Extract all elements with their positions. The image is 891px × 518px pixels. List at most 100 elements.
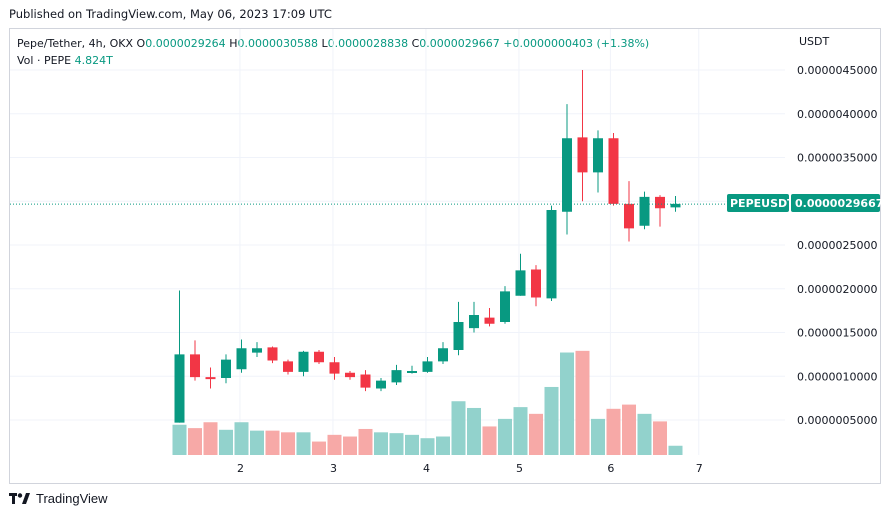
candle-body — [670, 203, 681, 208]
volume-bar — [668, 445, 683, 455]
candle-body — [469, 315, 479, 329]
volume-bar — [544, 386, 559, 455]
candle-body — [624, 203, 634, 229]
chart-frame — [9, 28, 881, 484]
volume-bar — [575, 350, 590, 455]
time-tick-label: 7 — [696, 462, 703, 475]
candle-body — [655, 196, 665, 209]
tradingview-brand[interactable]: TradingView — [9, 491, 108, 506]
volume-bar — [389, 433, 404, 455]
volume-bar — [265, 430, 280, 455]
volume-bar — [234, 422, 249, 455]
time-tick-label: 3 — [330, 462, 337, 475]
candle-body — [221, 359, 231, 378]
symbol-badge-text: PEPEUSDT — [730, 197, 795, 210]
volume-bar — [374, 432, 388, 455]
candle-body — [562, 138, 572, 212]
candle-body — [298, 351, 309, 372]
volume-value: 4.824T — [74, 54, 113, 67]
low-label: L — [321, 37, 328, 50]
candle-body — [190, 354, 200, 378]
candle-body — [593, 138, 603, 173]
candle-body — [329, 362, 340, 374]
volume-bar — [343, 436, 357, 455]
price-tick-label: 0.0000010000 — [797, 370, 877, 383]
candle-body — [484, 317, 495, 324]
candle-body — [438, 348, 448, 362]
volume-bar — [560, 352, 574, 455]
high-label: H — [229, 37, 238, 50]
close-label: C — [411, 37, 420, 50]
candles — [174, 70, 681, 423]
candle-body — [515, 270, 526, 296]
candle-body — [376, 380, 386, 389]
price-tick-label: 0.0000025000 — [797, 239, 877, 252]
ohlc-line: Pepe/Tether, 4h, OKX O0.0000029264 H0.00… — [17, 35, 649, 52]
time-axis[interactable]: 2 3 4 5 6 7 — [237, 462, 703, 475]
price-tick-label: 0.0000020000 — [797, 283, 877, 296]
price-tick-label: 0.0000015000 — [797, 327, 877, 340]
volume-bar — [637, 413, 652, 455]
volume-bar — [420, 438, 435, 455]
currency-label: USDT — [799, 35, 830, 48]
time-tick-label: 5 — [516, 462, 523, 475]
volume-bar — [653, 421, 667, 455]
volume-bar — [405, 434, 419, 455]
candle-body — [500, 291, 510, 322]
volume-bar — [482, 426, 497, 455]
candle-body — [453, 322, 464, 350]
candle-body — [345, 372, 355, 378]
volume-bar — [529, 413, 543, 455]
candle-body — [252, 348, 262, 353]
volume-bar — [358, 428, 373, 455]
change-value: +0.0000000403 (+1.38%) — [503, 37, 650, 50]
grid — [10, 29, 785, 455]
symbol-title[interactable]: Pepe/Tether, 4h, OKX — [17, 37, 134, 50]
candle-body — [407, 371, 417, 373]
candle-body — [267, 347, 278, 361]
volume-bar — [188, 428, 202, 455]
volume-label[interactable]: Vol · PEPE — [17, 54, 72, 67]
candle-body — [531, 269, 541, 298]
volume-bars — [172, 350, 683, 455]
volume-line: Vol · PEPE 4.824T — [17, 52, 649, 69]
volume-bar — [467, 407, 481, 455]
volume-bar — [451, 401, 466, 455]
price-badge-bg — [791, 194, 880, 212]
volume-bar — [591, 418, 605, 455]
candle-body — [283, 361, 293, 372]
volume-bar — [436, 436, 450, 455]
price-badge-text: 0.0000029667 — [795, 197, 883, 210]
price-tick-label: 0.0000035000 — [797, 152, 877, 165]
candle-body — [360, 374, 371, 388]
price-axis[interactable]: 0.0000005000 0.0000010000 0.0000015000 0.00… — [797, 64, 877, 427]
close-value: 0.0000029667 — [419, 37, 500, 50]
volume-bar — [203, 422, 218, 455]
volume-bar — [513, 407, 528, 455]
candle-body — [205, 377, 216, 380]
chart-legend: Pepe/Tether, 4h, OKX O0.0000029264 H0.00… — [17, 35, 649, 69]
time-tick-label: 4 — [423, 462, 430, 475]
time-tick-label: 6 — [607, 462, 614, 475]
low-value: 0.0000028838 — [327, 37, 409, 50]
price-tick-label: 0.0000040000 — [797, 108, 877, 121]
candle-body — [546, 210, 557, 299]
high-value: 0.0000030588 — [237, 37, 318, 50]
price-tick-label: 0.0000005000 — [797, 414, 877, 427]
candle-body — [236, 348, 247, 370]
volume-bar — [250, 430, 264, 455]
time-tick-label: 2 — [237, 462, 244, 475]
open-label: O — [136, 37, 146, 50]
open-value: 0.0000029264 — [145, 37, 226, 50]
volume-bar — [296, 432, 311, 455]
volume-bar — [606, 408, 621, 455]
symbol-badge-bg — [727, 194, 789, 212]
candle-body — [639, 196, 650, 226]
candle-body — [608, 138, 619, 204]
candle-body — [422, 361, 433, 372]
volume-bar — [172, 424, 187, 455]
volume-bar — [327, 434, 342, 455]
volume-bar — [219, 429, 233, 455]
published-caption: Published on TradingView.com, May 06, 20… — [9, 7, 332, 21]
